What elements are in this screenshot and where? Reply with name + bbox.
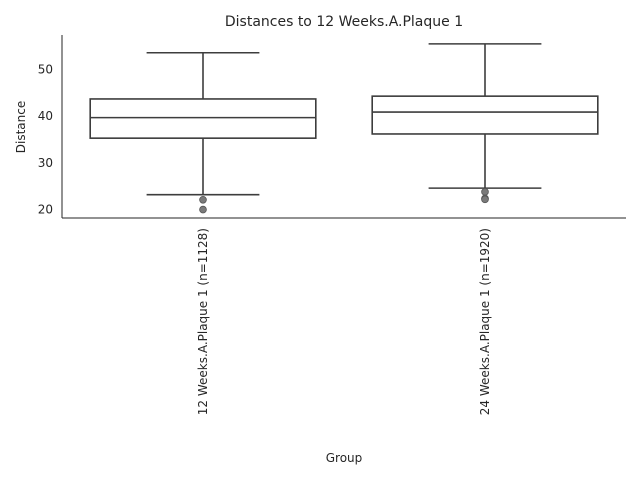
x-tick-label: 24 Weeks.A.Plaque 1 (n=1920) [478,228,492,415]
x-axis-label: Group [326,451,363,465]
iqr-box [371,95,599,135]
outlier-point [199,205,207,214]
y-ticks: 20 30 40 50 [38,63,53,217]
y-axis-label: Distance [14,101,28,153]
box-group [89,51,317,214]
y-tick-label: 30 [38,156,53,170]
outlier-point [481,195,489,204]
x-ticks: 12 Weeks.A.Plaque 1 (n=1128) 24 Weeks.A.P… [196,228,492,415]
box-group [371,43,599,204]
chart-title: Distances to 12 Weeks.A.Plaque 1 [225,14,463,30]
outlier-point [481,188,489,196]
y-tick-label: 20 [38,203,53,217]
iqr-box [89,98,317,139]
y-tick-label: 50 [38,63,53,77]
outlier-point [199,195,207,204]
x-tick-label: 12 Weeks.A.Plaque 1 (n=1128) [196,228,210,415]
y-tick-label: 40 [38,109,53,123]
boxes [89,43,599,214]
